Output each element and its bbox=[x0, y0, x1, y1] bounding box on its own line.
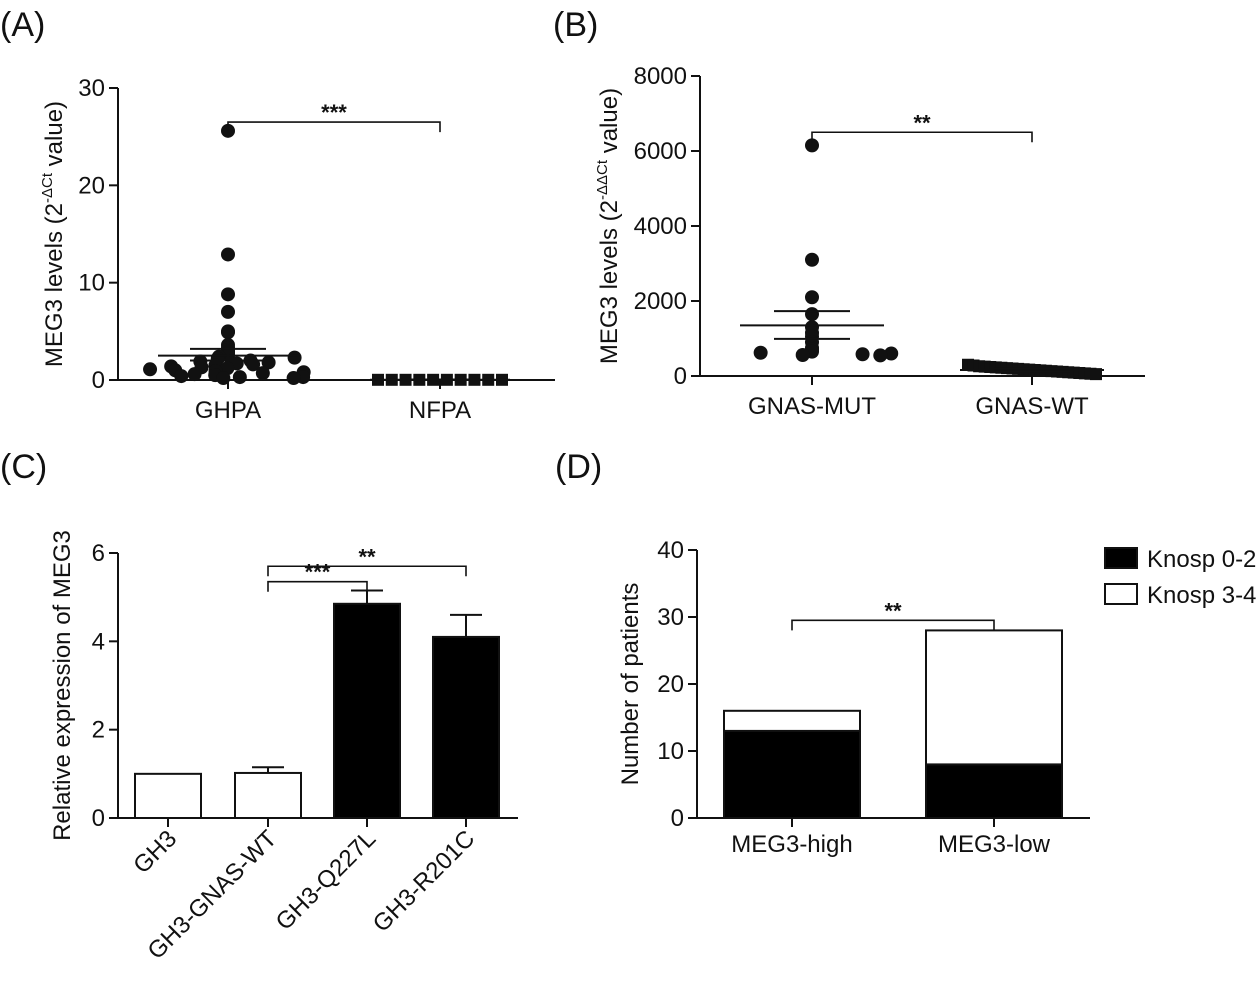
significance-label: *** bbox=[305, 560, 331, 585]
data-point bbox=[174, 369, 189, 384]
data-point bbox=[805, 290, 819, 305]
y-tick-label: 20 bbox=[78, 172, 105, 199]
y-tick-label: 0 bbox=[671, 805, 684, 832]
y-axis-label-superscript: -ΔCt bbox=[39, 172, 56, 203]
panel-label: (C) bbox=[0, 448, 47, 486]
y-tick-label: 10 bbox=[78, 270, 105, 297]
y-tick-label: 6000 bbox=[634, 138, 687, 165]
data-point bbox=[261, 355, 276, 370]
y-axis-label: Number of patients bbox=[617, 583, 644, 786]
significance-label: ** bbox=[884, 598, 902, 623]
y-tick-label: 0 bbox=[92, 805, 105, 832]
data-point bbox=[232, 370, 247, 385]
x-tick-label: GH3 bbox=[128, 825, 182, 879]
data-point bbox=[884, 346, 899, 361]
panel-d: (D) 0 10 20 30 40 Number of patients MEG3-high M… bbox=[555, 448, 1256, 858]
x-tick-label: GH3-Q227L bbox=[271, 825, 382, 936]
stacked-bar-segment bbox=[723, 729, 861, 820]
data-point bbox=[286, 371, 301, 386]
y-tick-label: 0 bbox=[674, 363, 687, 390]
y-tick-label: 2 bbox=[92, 717, 105, 744]
y-tick-label: 4000 bbox=[634, 213, 687, 240]
significance-label: ** bbox=[913, 110, 931, 135]
data-point bbox=[143, 362, 158, 377]
y-tick-label: 10 bbox=[657, 738, 684, 765]
panel-a: (A) 0 10 20 30 MEG3 levels (2-ΔCt value) GHPA N… bbox=[0, 6, 555, 424]
data-point bbox=[1090, 368, 1102, 381]
significance-label: *** bbox=[321, 100, 347, 125]
y-axis-label-superscript: -ΔΔCt bbox=[594, 159, 611, 200]
bar bbox=[333, 602, 401, 820]
data-point bbox=[855, 347, 870, 362]
x-tick-label: GNAS-MUT bbox=[748, 393, 876, 420]
data-point bbox=[221, 247, 235, 262]
data-point bbox=[753, 345, 768, 360]
significance-label: ** bbox=[358, 544, 376, 569]
x-tick-label: GH3-R201C bbox=[368, 825, 480, 937]
x-tick-label: MEG3-high bbox=[731, 831, 852, 858]
y-axis-label-suffix: value) bbox=[41, 101, 68, 173]
panel-c: (C) 0 2 4 6 Relative expression of MEG3 GH3 GH3… bbox=[0, 448, 518, 965]
significance-bracket bbox=[791, 619, 995, 631]
bar bbox=[234, 771, 302, 820]
data-point bbox=[221, 304, 235, 319]
significance-bracket bbox=[267, 580, 368, 592]
significance-bracket bbox=[811, 131, 1033, 143]
bar bbox=[432, 635, 500, 820]
panel-label: (A) bbox=[0, 6, 45, 44]
legend-swatch bbox=[1104, 547, 1138, 569]
data-point bbox=[287, 350, 302, 365]
data-point bbox=[221, 287, 235, 302]
data-point bbox=[255, 366, 270, 381]
y-axis-label: Relative expression of MEG3 bbox=[49, 530, 76, 841]
significance-bracket bbox=[227, 121, 441, 133]
y-axis-label-suffix: value) bbox=[596, 88, 623, 160]
y-tick-label: 0 bbox=[92, 367, 105, 394]
data-point bbox=[873, 348, 888, 363]
legend-label: Knosp 0-2 bbox=[1147, 546, 1256, 573]
data-point bbox=[795, 348, 810, 362]
panel-b: (B) 0 2000 4000 6000 8000 MEG3 levels (2-ΔΔCt … bbox=[553, 6, 1145, 420]
y-tick-label: 8000 bbox=[634, 63, 687, 90]
y-tick-label: 30 bbox=[657, 604, 684, 631]
legend-swatch bbox=[1104, 583, 1138, 605]
data-point bbox=[805, 252, 819, 267]
y-tick-label: 40 bbox=[657, 537, 684, 564]
bar bbox=[134, 772, 202, 819]
x-tick-label: GNAS-WT bbox=[975, 393, 1089, 420]
stacked-bar-segment bbox=[925, 629, 1063, 766]
x-tick-label: GHPA bbox=[195, 397, 261, 424]
y-tick-label: 20 bbox=[657, 671, 684, 698]
x-tick-label: NFPA bbox=[409, 397, 471, 424]
legend-label: Knosp 3-4 bbox=[1147, 582, 1256, 609]
panel-label: (D) bbox=[555, 448, 602, 486]
y-axis-label: MEG3 levels (2-ΔCt value) bbox=[39, 101, 68, 367]
x-tick-label: MEG3-low bbox=[938, 831, 1051, 858]
y-tick-label: 30 bbox=[78, 75, 105, 102]
data-point bbox=[187, 367, 202, 382]
y-tick-label: 2000 bbox=[634, 288, 687, 315]
y-tick-label: 6 bbox=[92, 540, 105, 567]
y-axis-label-text: MEG3 levels (2 bbox=[41, 203, 68, 367]
data-point bbox=[805, 138, 819, 153]
stacked-bar-segment bbox=[723, 709, 861, 732]
data-point bbox=[221, 325, 235, 340]
panel-label: (B) bbox=[553, 6, 598, 44]
significance-bracket bbox=[267, 565, 467, 577]
y-axis-label-text: MEG3 levels (2 bbox=[596, 200, 623, 364]
y-axis-label: MEG3 levels (2-ΔΔCt value) bbox=[594, 88, 623, 364]
data-point bbox=[216, 371, 231, 386]
stacked-bar-segment bbox=[925, 763, 1063, 820]
y-tick-label: 4 bbox=[92, 628, 105, 655]
